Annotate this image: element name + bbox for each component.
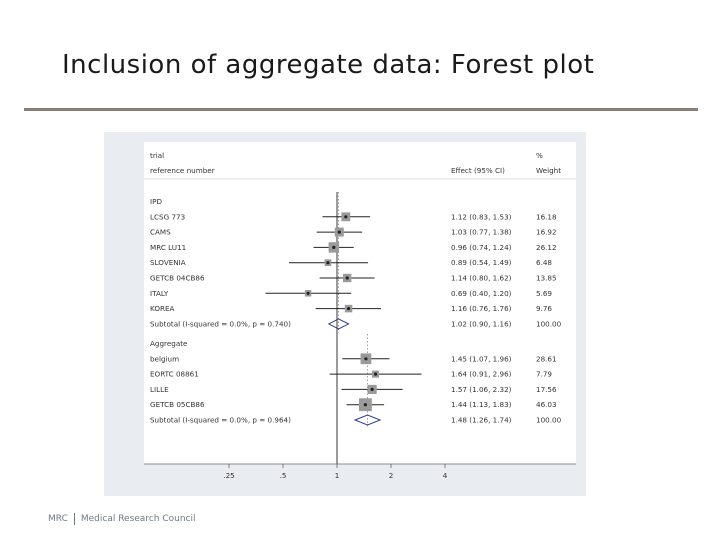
- study-label: ITALY: [150, 289, 169, 298]
- footer-org-abbrev: MRC: [48, 514, 68, 524]
- study-ci-text: 1.44 (1.13, 1.83): [451, 400, 512, 409]
- study-weight-text: 7.79: [536, 370, 552, 379]
- study-label: CAMS: [150, 228, 171, 237]
- study-label: SLOVENIA: [150, 258, 186, 267]
- study-weight-text: 26.12: [536, 243, 557, 252]
- footer-separator: [73, 513, 75, 525]
- subtotal-ci-text: 1.48 (1.26, 1.74): [451, 416, 512, 425]
- study-ci-text: 1.45 (1.07, 1.96): [451, 354, 512, 363]
- subtotal-diamond: [327, 318, 350, 330]
- study-label: belgium: [150, 354, 179, 363]
- study-point: [345, 276, 349, 280]
- study-weight-text: 9.76: [536, 304, 552, 313]
- study-ci-text: 1.14 (0.80, 1.62): [451, 274, 512, 283]
- header-reference-number: reference number: [150, 166, 215, 175]
- footer-logo: MRC Medical Research Council: [48, 512, 196, 526]
- footer-org-name: Medical Research Council: [80, 514, 196, 524]
- study-weight-text: 46.03: [536, 400, 557, 409]
- subtotal-weight-text: 100.00: [536, 319, 562, 328]
- slide-title: Inclusion of aggregate data: Forest plot: [62, 50, 595, 80]
- group-label-1: IPD: [150, 197, 162, 206]
- x-tick-label: 2: [389, 471, 394, 480]
- study-point: [370, 387, 374, 391]
- study-ci-text: 1.16 (0.76, 1.76): [451, 304, 512, 313]
- subtotal-label: Subtotal (I-squared = 0.0%, p = 0.740): [150, 319, 291, 328]
- study-label: EORTC 08861: [150, 370, 199, 379]
- header-percent: %: [536, 151, 543, 160]
- header-trial: trial: [150, 151, 164, 160]
- study-weight-text: 16.92: [536, 228, 557, 237]
- group-label-2: Aggregate: [150, 339, 188, 348]
- subtotal-ci-text: 1.02 (0.90, 1.16): [451, 319, 512, 328]
- study-ci-text: 1.64 (0.91, 2.96): [451, 370, 512, 379]
- study-ci-text: 0.96 (0.74, 1.24): [451, 243, 512, 252]
- study-ci-text: 1.03 (0.77, 1.38): [451, 228, 512, 237]
- study-ci-text: 1.57 (1.06, 2.32): [451, 385, 512, 394]
- study-label: MRC LU11: [150, 243, 186, 252]
- study-point: [363, 403, 368, 407]
- study-point: [346, 307, 351, 311]
- study-weight-text: 13.85: [536, 274, 557, 283]
- study-ci-text: 0.69 (0.40, 1.20): [451, 289, 512, 298]
- study-ci-text: 1.12 (0.83, 1.53): [451, 212, 512, 221]
- x-tick-label: 4: [443, 471, 448, 480]
- study-weight-text: 16.18: [536, 212, 557, 221]
- study-weight-text: 6.48: [536, 258, 552, 267]
- x-tick-label: .5: [280, 471, 287, 480]
- study-label: KOREA: [150, 304, 175, 313]
- study-point: [326, 261, 330, 265]
- study-weight-text: 17.56: [536, 385, 557, 394]
- study-label: GETCB 05CB86: [150, 400, 205, 409]
- study-point: [337, 230, 341, 234]
- study-label: LCSG 773: [150, 212, 185, 221]
- study-weight-text: 28.61: [536, 354, 557, 363]
- study-label: GETCB 04CB86: [150, 274, 205, 283]
- study-point: [364, 357, 368, 361]
- header-weight: Weight: [536, 166, 561, 175]
- study-point: [306, 291, 310, 295]
- study-ci-text: 0.89 (0.54, 1.49): [451, 258, 512, 267]
- x-tick-label: .25: [223, 471, 234, 480]
- forest-plot-frame: trial reference number Effect (95% CI)% Wei…: [104, 132, 586, 496]
- study-label: LILLE: [150, 385, 169, 394]
- x-tick-label: 1: [335, 471, 340, 480]
- study-point: [373, 372, 378, 376]
- subtotal-diamond: [353, 414, 382, 426]
- study-point: [344, 215, 348, 219]
- study-point: [332, 245, 336, 249]
- title-divider: [24, 108, 698, 111]
- forest-plot: trial reference number Effect (95% CI)% Wei…: [144, 142, 576, 480]
- subtotal-label: Subtotal (I-squared = 0.0%, p = 0.964): [150, 416, 291, 425]
- subtotal-weight-text: 100.00: [536, 416, 562, 425]
- header-effect-ci: Effect (95% CI): [451, 166, 505, 175]
- study-weight-text: 5.69: [536, 289, 552, 298]
